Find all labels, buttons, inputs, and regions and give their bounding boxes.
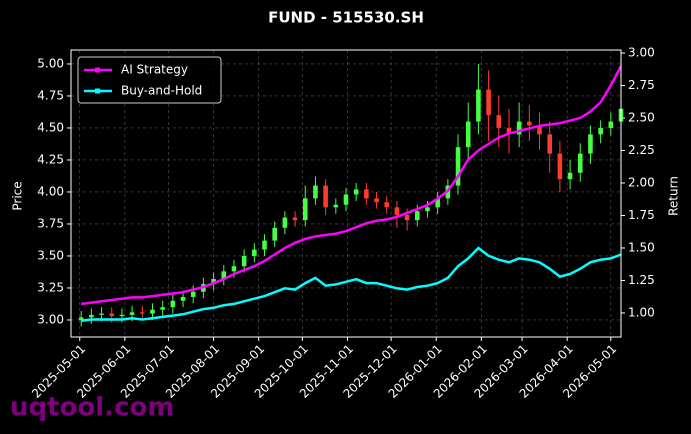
- candle-body: [302, 198, 308, 221]
- candle-body: [221, 271, 227, 280]
- y2-tick-label: 2.75: [628, 78, 655, 92]
- y2-tick-label: 3.00: [628, 45, 655, 59]
- y2-axis-label: Return: [667, 176, 681, 216]
- candle-body: [343, 194, 349, 205]
- candle-body: [465, 121, 471, 148]
- legend-box: [77, 56, 222, 104]
- y2-tick-label: 2.50: [628, 110, 655, 124]
- candle-body: [557, 153, 563, 180]
- candle-body: [252, 249, 257, 256]
- candle-body: [455, 147, 461, 186]
- candle-body: [608, 121, 614, 128]
- candle-body: [415, 211, 420, 221]
- legend-label: Buy-and-Hold: [121, 84, 202, 98]
- candle-body: [292, 217, 298, 221]
- candle-body: [374, 198, 379, 203]
- candle-body: [333, 204, 339, 208]
- candle-body: [262, 240, 267, 250]
- candle-body: [496, 115, 502, 128]
- candle-body: [364, 189, 369, 199]
- candle-body: [119, 314, 125, 317]
- candle-body: [384, 202, 390, 208]
- candle-body: [180, 296, 186, 301]
- y2-tick-label: 1.00: [628, 305, 655, 319]
- candle-body: [109, 313, 115, 317]
- candle-body: [170, 300, 176, 308]
- candle-body: [598, 127, 603, 135]
- y-tick-label: 4.75: [37, 88, 64, 102]
- candle-body: [99, 313, 104, 315]
- candle-body: [506, 127, 512, 135]
- candle-body: [323, 185, 328, 208]
- candle-body: [567, 172, 573, 180]
- y-tick-label: 3.00: [37, 312, 64, 326]
- y2-tick-label: 1.50: [628, 240, 655, 254]
- y2-tick-label: 1.25: [628, 273, 655, 287]
- watermark: uqtool.com: [10, 393, 174, 423]
- candle-body: [394, 207, 400, 216]
- candle-body: [282, 217, 288, 228]
- candle-body: [211, 279, 216, 285]
- y-tick-label: 4.00: [37, 184, 64, 198]
- y-tick-label: 3.25: [37, 280, 64, 294]
- candle-body: [129, 312, 135, 315]
- y2-tick-label: 1.75: [628, 208, 655, 222]
- candle-body: [140, 312, 145, 314]
- y-tick-label: 5.00: [37, 56, 64, 70]
- candle-body: [547, 134, 552, 154]
- candle-body: [435, 198, 440, 208]
- candle-body: [476, 89, 481, 122]
- candle-body: [231, 266, 237, 272]
- candle-body: [272, 227, 277, 241]
- candle-body: [160, 307, 165, 310]
- candle-body: [353, 189, 359, 195]
- candle-body: [241, 255, 247, 267]
- y-tick-label: 3.50: [37, 248, 64, 262]
- legend-marker: [95, 88, 100, 94]
- legend-label: AI Strategy: [121, 63, 188, 77]
- candle-body: [588, 134, 593, 154]
- series-line: [81, 65, 623, 306]
- candle-body: [313, 185, 318, 199]
- candle-body: [516, 121, 522, 135]
- series-line: [81, 246, 622, 323]
- candle-body: [404, 215, 410, 221]
- candle-body: [486, 89, 491, 116]
- candle-body: [577, 153, 583, 173]
- candle-body: [425, 207, 430, 212]
- y2-tick-label: 2.00: [628, 175, 655, 189]
- chart-title: FUND - 515530.SH: [268, 9, 424, 27]
- y-tick-label: 3.75: [37, 216, 64, 230]
- candle-body: [78, 317, 84, 320]
- candle-body: [150, 309, 155, 314]
- candle-body: [537, 125, 542, 135]
- y-axis-label: Price: [11, 181, 25, 210]
- candle-body: [190, 291, 196, 297]
- y-tick-label: 4.25: [37, 152, 64, 166]
- candle-body: [527, 121, 532, 126]
- plot-frame: [70, 49, 622, 338]
- legend-marker: [95, 67, 100, 73]
- y2-tick-label: 2.25: [628, 143, 655, 157]
- legend: AI Strategy Buy-and-Hold: [77, 56, 222, 104]
- candle-body: [89, 314, 94, 318]
- y-tick-label: 4.50: [37, 120, 64, 134]
